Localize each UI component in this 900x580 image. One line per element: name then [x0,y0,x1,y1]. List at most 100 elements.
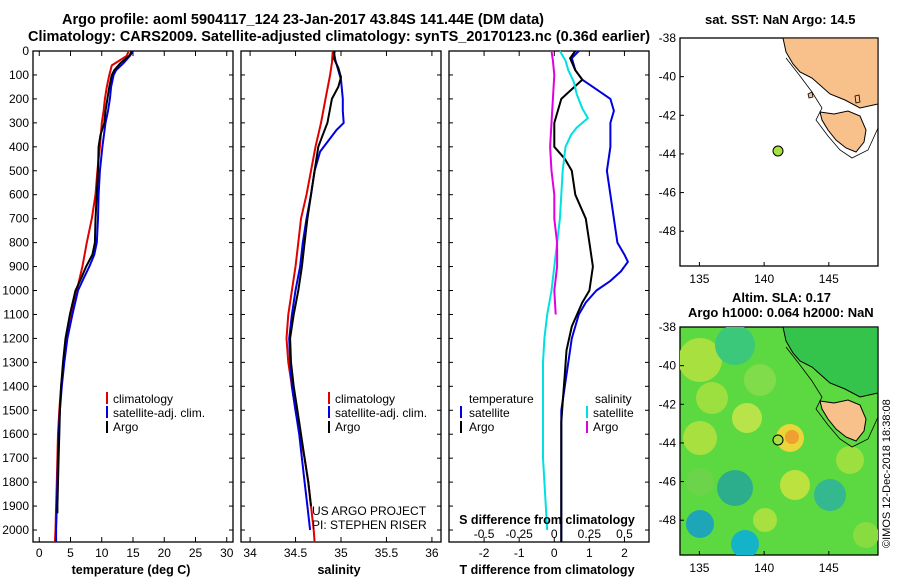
x-tick-label: 0 [36,546,43,560]
series-temperature-argo [553,50,594,542]
sla-mainland-australia [782,327,878,398]
sla-map-ticks: 135 140 145 -38 -40 -42 -44 -46 -48 [659,320,839,575]
map-y-tick-label: -48 [659,224,677,238]
credit-pi: PI: STEPHEN RISER [312,518,427,532]
x-tick-label: 30 [220,546,234,560]
temperature-panel [32,50,234,543]
legend-label-temperature-argo: Argo [469,420,495,434]
map-y-tick-label: -40 [659,359,677,373]
x-tick-label: -2 [479,546,490,560]
depth-tick-label: 800 [9,236,29,250]
credit-project: US ARGO PROJECT [312,504,427,518]
depth-tick-label: 1600 [2,427,29,441]
depth-tick-label: 400 [9,140,29,154]
difference-legend: temperature satellite Argo salinity sate… [460,392,634,434]
x-tick-label: 20 [158,546,172,560]
sla-blob [780,470,810,500]
depth-tick-label: 1000 [2,284,29,298]
map-y-tick-label: -44 [659,436,677,450]
king-island [807,91,814,99]
title-line-1: Argo profile: aoml 5904117_124 23-Jan-20… [62,12,544,28]
x-tick-label: 36 [425,546,439,560]
map-y-tick-label: -38 [659,31,677,45]
sla-blob [732,403,762,433]
series-salinity-satellite [542,50,589,531]
temperature-legend: climatology satellite-adj. clim. Argo [106,392,205,434]
map-y-tick-label: -46 [659,186,677,200]
difference-panel [448,50,650,543]
sst-map-ticks: 135 140 145 -38 -40 -42 -44 -46 -48 [659,31,839,286]
depth-tick-label: 1500 [2,403,29,417]
depth-tick-label: 100 [9,68,29,82]
legend-label-salinity-satellite: satellite [593,406,634,420]
series-climatology [53,50,130,543]
sla-blob [717,470,753,506]
map-x-tick-label: 145 [819,561,839,575]
x-tick-label: 5 [67,546,74,560]
tasmania [819,110,867,153]
sla-blob [731,530,759,555]
depth-tick-label: 300 [9,116,29,130]
sla-shelf-contour [785,346,878,448]
salinity-plot: 34 34.5 35 35.5 36 [243,50,439,560]
map-y-tick-label: -42 [659,397,677,411]
series-argo [289,50,342,507]
sla-blob [836,446,864,474]
temperature-plot: 0 5 10 15 20 25 30 [36,50,234,560]
legend-label-argo: Argo [335,420,361,434]
sla-blob [715,327,755,365]
title-line-2: Climatology: CARS2009. Satellite-adjuste… [28,29,651,45]
mainland-australia [782,38,878,109]
sst-float-marker [772,145,784,157]
depth-axis-labels: 0 100 200 300 400 500 600 700 800 900 1000 1100 1200… [2,44,649,537]
x-tick-label: 25 [189,546,203,560]
map-x-tick-label: 140 [754,272,774,286]
s-tick-label: 0.25 [578,527,602,541]
s-difference-xlabel: S difference from climatology [459,513,635,527]
map-x-tick-label: 135 [689,272,709,286]
sla-blob [686,510,714,538]
depth-tick-label: 1200 [2,331,29,345]
sla-blob [814,479,846,511]
legend-title-temperature: temperature [469,392,534,406]
map-y-tick-label: -44 [659,147,677,161]
s-tick-label: 0.5 [616,527,633,541]
x-tick-label: 0 [551,546,558,560]
sla-blob [696,382,728,414]
sla-blob [853,522,878,548]
legend-title-salinity: salinity [595,392,632,406]
depth-tick-label: 500 [9,164,29,178]
sla-blob [785,430,799,444]
difference-plot: -2 -1 0 1 2 -0.5 -0.25 0 0.25 0.5 [474,50,633,560]
depth-tick-label: 1900 [2,499,29,513]
flinders-island [854,94,861,104]
x-tick-label: 35.5 [375,546,399,560]
depth-tick-label: 0 [22,44,29,58]
map-x-tick-label: 140 [754,561,774,575]
depth-tick-label: 1800 [2,475,29,489]
imos-stamp: ©IMOS 12-Dec-2018 18:38:08 [881,399,893,548]
sst-map-title: sat. SST: NaN Argo: 14.5 [705,12,856,27]
t-difference-xlabel: T difference from climatology [459,563,634,577]
sla-blob [744,364,776,396]
map-y-tick-label: -46 [659,475,677,489]
temperature-xlabel: temperature (deg C) [72,563,191,577]
map-y-tick-label: -42 [659,108,677,122]
legend-label-salinity-argo: Argo [593,420,619,434]
depth-tick-label: 1400 [2,379,29,393]
salinity-xlabel: salinity [317,563,360,577]
sla-heatmap [680,327,878,555]
depth-tick-label: 200 [9,92,29,106]
depth-tick-label: 1100 [3,307,29,321]
sla-blob [683,421,717,455]
x-tick-label: 35 [334,546,348,560]
sla-map-title-1: Altim. SLA: 0.17 [732,290,831,305]
series-satellite-adj-clim- [55,50,134,542]
series-argo [56,50,133,514]
legend-label-climatology: climatology [113,392,173,406]
legend-label-temperature-satellite: satellite [469,406,510,420]
salinity-legend: climatology satellite-adj. clim. Argo [328,392,427,434]
depth-tick-label: 2000 [2,523,29,537]
sla-tasmania [819,399,867,442]
